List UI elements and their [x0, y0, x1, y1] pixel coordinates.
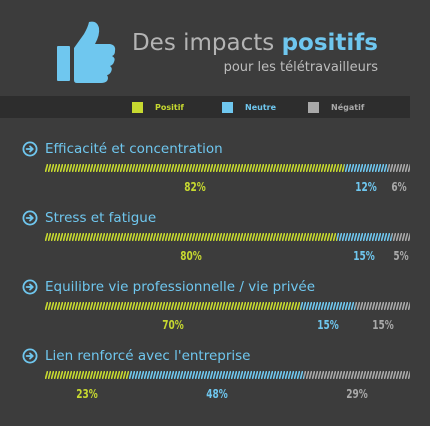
stacked-bar: [45, 302, 410, 310]
legend-swatch-neutre: [222, 101, 233, 113]
category-label: Lien renforcé avec l'entreprise: [45, 348, 251, 364]
page-subtitle: pour les télétravailleurs: [223, 60, 378, 75]
arrow-circle-right-icon: [22, 141, 38, 157]
bar-segment-positif: [45, 233, 337, 241]
value-label-neutre: 12%: [355, 180, 377, 194]
bar-segment-neutre: [128, 371, 305, 379]
value-label-positif: 82%: [183, 180, 206, 194]
category-label: Stress et fatigue: [45, 210, 157, 226]
bar-segment-negatif: [391, 233, 410, 241]
category-label: Efficacité et concentration: [45, 141, 223, 157]
chart-row: Stress et fatigue 80% 15% 5%: [0, 209, 430, 269]
bar-segment-neutre: [344, 164, 389, 172]
legend-swatch-positif: [132, 101, 143, 113]
value-label-neutre: 15%: [317, 318, 339, 332]
header: Des impacts positifs pour les télétravai…: [0, 0, 430, 96]
bar-segment-positif: [45, 302, 301, 310]
row-title: Efficacité et concentration: [22, 140, 223, 158]
value-label-positif: 70%: [161, 318, 184, 332]
value-label-negatif: 5%: [393, 249, 409, 263]
chart-row: Efficacité et concentration 82% 12% 6%: [0, 140, 430, 200]
arrow-circle-right-icon: [22, 210, 38, 226]
legend-label-neutre: Neutre: [245, 102, 277, 112]
bar-segment-negatif: [304, 371, 410, 379]
bar-segment-positif: [45, 164, 345, 172]
page-title: Des impacts positifs: [132, 30, 378, 56]
legend-label-positif: Positif: [155, 102, 184, 112]
category-label: Equilibre vie professionnelle / vie priv…: [45, 279, 316, 295]
title-highlight: positifs: [281, 30, 378, 56]
bar-segment-neutre: [337, 233, 392, 241]
row-title: Equilibre vie professionnelle / vie priv…: [22, 278, 315, 296]
bar-segment-negatif: [355, 302, 410, 310]
value-label-negatif: 29%: [346, 387, 368, 401]
arrow-circle-right-icon: [22, 348, 38, 364]
stacked-bar: [45, 233, 410, 241]
legend-label-negatif: Négatif: [331, 102, 365, 112]
arrow-circle-right-icon: [22, 279, 38, 295]
thumbs-up-icon: [57, 21, 116, 84]
bar-segment-negatif: [388, 164, 410, 172]
title-prefix: Des impacts: [131, 30, 275, 56]
value-label-negatif: 15%: [371, 318, 394, 332]
value-label-neutre: 48%: [205, 387, 228, 401]
legend-item-negatif: Négatif: [308, 101, 364, 113]
stacked-bar: [45, 371, 410, 379]
bar-segment-positif: [45, 371, 129, 379]
value-label-positif: 80%: [180, 249, 202, 263]
legend-swatch-negatif: [308, 101, 319, 113]
value-label-neutre: 15%: [353, 249, 376, 263]
bar-segment-neutre: [300, 302, 356, 310]
value-label-negatif: 6%: [391, 180, 407, 194]
chart-row: Equilibre vie professionnelle / vie priv…: [0, 278, 430, 338]
chart-row: Lien renforcé avec l'entreprise 23% 48% 29%: [0, 347, 430, 407]
row-title: Stress et fatigue: [22, 209, 156, 227]
stacked-bar: [45, 164, 410, 172]
value-label-positif: 23%: [76, 387, 98, 401]
legend-item-neutre: Neutre: [222, 101, 276, 113]
row-title: Lien renforcé avec l'entreprise: [22, 347, 251, 365]
legend: Positif Neutre Négatif: [0, 96, 410, 118]
legend-item-positif: Positif: [132, 101, 184, 113]
